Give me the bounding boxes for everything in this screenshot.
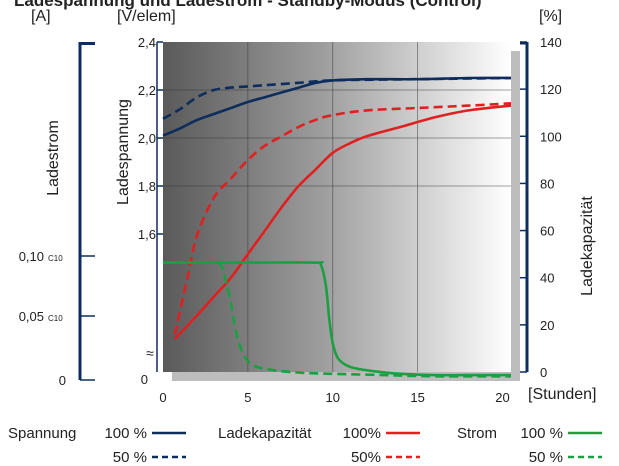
voltage-tick-label-2: 1,8 bbox=[138, 179, 156, 194]
capacity-unit-label: [%] bbox=[539, 8, 563, 25]
capacity-axis-title: Ladekapazität bbox=[579, 196, 596, 296]
voltage-unit-label: [V/elem] bbox=[117, 8, 176, 25]
capacity-tick-label-7: 120 bbox=[540, 82, 562, 97]
x-tick-label-4: 15 bbox=[410, 390, 424, 405]
capacity-tick-label-2: 20 bbox=[540, 318, 554, 333]
series-line-3 bbox=[173, 104, 512, 340]
current-tick-label-1: 0 bbox=[59, 373, 66, 388]
capacity-tick-label-1: 0 bbox=[540, 365, 547, 380]
legend-item-label-1-1: 100 % bbox=[104, 425, 147, 442]
legend-title-2: Ladekapazität bbox=[218, 425, 312, 442]
chart-title: Ladespannung und Ladestrom - Standby-Mod… bbox=[14, 0, 482, 10]
series-line-1 bbox=[162, 76, 512, 137]
current-axis-title: Ladestrom bbox=[45, 120, 62, 196]
legend-item-label-2-2: 50% bbox=[351, 449, 381, 466]
legend-item-label-1-2: 50 % bbox=[113, 449, 147, 466]
legend-title-3: Strom bbox=[457, 425, 497, 442]
x-tick-label-1: 0 bbox=[159, 390, 166, 405]
legend-item-label-3-2: 50 % bbox=[529, 449, 563, 466]
capacity-tick-label-3: 40 bbox=[540, 271, 554, 286]
capacity-tick-label-5: 80 bbox=[540, 176, 554, 191]
current-tick-label-3: 0,10 bbox=[19, 249, 44, 264]
axis-break-symbol: ≈ bbox=[146, 345, 154, 361]
capacity-tick-label-8: 140 bbox=[540, 35, 562, 50]
current-unit-label: [A] bbox=[31, 8, 51, 25]
series-line-5 bbox=[162, 260, 511, 377]
current-tick-sub-3: C10 bbox=[48, 254, 63, 263]
voltage-tick-label-4: 2,2 bbox=[138, 83, 156, 98]
voltage-tick-label-5: 2,4 bbox=[138, 35, 156, 50]
current-tick-sub-2: C10 bbox=[48, 314, 63, 323]
x-axis-label: [Stunden] bbox=[528, 386, 597, 403]
capacity-tick-label-4: 60 bbox=[540, 224, 554, 239]
plot-area bbox=[163, 42, 511, 372]
x-tick-label-5: 20 bbox=[495, 390, 509, 405]
legend-item-label-3-1: 100 % bbox=[520, 425, 563, 442]
current-tick-label-2: 0,05 bbox=[19, 309, 44, 324]
x-tick-label-3: 10 bbox=[326, 390, 340, 405]
voltage-tick-label-3: 2,0 bbox=[138, 131, 156, 146]
legend-title-1: Spannung bbox=[8, 425, 76, 442]
series-line-2 bbox=[162, 76, 512, 120]
series-line-6 bbox=[162, 261, 512, 378]
voltage-axis-title: Ladespannung bbox=[115, 99, 132, 205]
capacity-tick-label-6: 100 bbox=[540, 129, 562, 144]
voltage-zero-label: 0 bbox=[141, 372, 148, 387]
legend-item-label-2-1: 100% bbox=[343, 425, 381, 442]
series-line-4 bbox=[173, 102, 512, 335]
x-tick-label-2: 5 bbox=[244, 390, 251, 405]
voltage-tick-label-1: 1,6 bbox=[138, 227, 156, 242]
